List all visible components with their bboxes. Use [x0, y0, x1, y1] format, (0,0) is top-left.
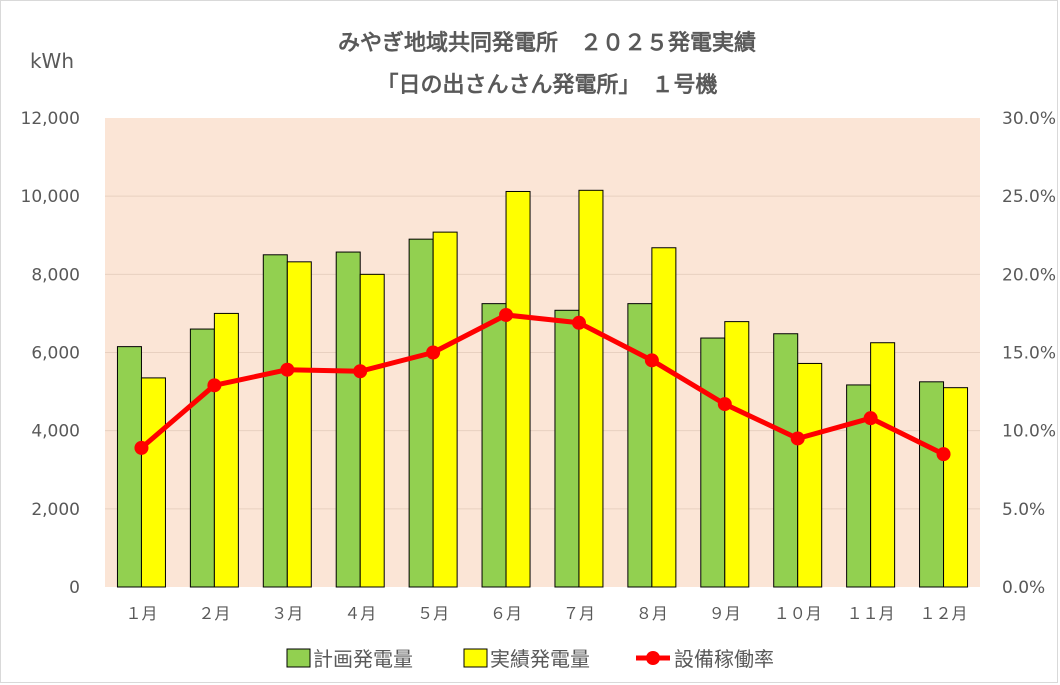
legend: 計画発電量 実績発電量 設備稼働率: [286, 647, 774, 671]
category-axis-labels: １月 ２月 ３月 ４月 ５月 ６月 ７月 ８月 ９月 １０月 １１月 １２月: [125, 604, 967, 623]
category-label: ２月: [198, 604, 230, 623]
y-tick-label: 4,000: [31, 422, 80, 442]
y-tick-label: 12,000: [21, 109, 80, 129]
bar-actual: [286, 261, 312, 588]
bar-planned: [262, 254, 288, 588]
category-label: １２月: [920, 604, 968, 623]
y2-tick-label: 5.0%: [1002, 500, 1045, 520]
category-label: １月: [125, 604, 157, 623]
utilization-point: [280, 362, 295, 377]
utilization-point: [134, 440, 149, 455]
legend-label-planned: 計画発電量: [313, 647, 413, 671]
utilization-point: [936, 447, 951, 462]
bar-series: [116, 189, 969, 588]
bar-actual: [432, 231, 458, 588]
bar-planned: [554, 309, 580, 588]
y-tick-label: 8,000: [31, 265, 80, 285]
y-tick-label: 0: [69, 578, 80, 598]
y2-tick-label: 25.0%: [1002, 187, 1056, 207]
category-label: ８月: [636, 604, 668, 623]
right-axis-ticks: 0.0% 5.0% 10.0% 15.0% 20.0% 25.0% 30.0%: [1002, 109, 1056, 598]
bar-actual: [943, 387, 969, 588]
bar-actual: [797, 362, 823, 588]
bar-actual: [505, 190, 531, 588]
utilization-point: [571, 315, 586, 330]
y2-tick-label: 20.0%: [1002, 265, 1056, 285]
legend-marker-utilization: [646, 651, 660, 665]
legend-item-utilization: 設備稼働率: [636, 647, 774, 671]
y-tick-label: 2,000: [31, 500, 80, 520]
bar-planned: [919, 381, 945, 588]
bar-actual: [651, 247, 677, 588]
category-label: １０月: [774, 604, 822, 623]
y2-tick-label: 30.0%: [1002, 109, 1056, 129]
legend-label-utilization: 設備稼働率: [674, 647, 774, 671]
bar-actual: [578, 189, 604, 588]
category-label: ６月: [490, 604, 522, 623]
y-axis-unit-label: kWh: [30, 49, 74, 73]
utilization-point: [353, 364, 368, 379]
y2-tick-label: 0.0%: [1002, 578, 1045, 598]
bar-actual: [359, 273, 385, 588]
bar-planned: [189, 328, 215, 588]
bar-actual: [870, 342, 896, 588]
bar-planned: [773, 333, 799, 588]
y2-tick-label: 10.0%: [1002, 422, 1056, 442]
line-series: [134, 307, 951, 462]
legend-swatch-planned: [286, 648, 311, 668]
bar-actual: [724, 321, 750, 588]
legend-label-actual: 実績発電量: [490, 647, 590, 671]
bar-planned: [116, 346, 142, 588]
bar-actual: [140, 377, 166, 588]
legend-swatch-actual: [463, 648, 488, 668]
utilization-point: [207, 378, 222, 393]
legend-item-actual: 実績発電量: [463, 647, 590, 671]
utilization-point: [717, 397, 732, 412]
chart-subtitle: 「日の出さんさん発電所」 １号機: [376, 73, 717, 98]
y-tick-label: 6,000: [31, 344, 80, 364]
utilization-point: [863, 411, 878, 426]
legend-item-planned: 計画発電量: [286, 647, 413, 671]
category-label: １１月: [847, 604, 895, 623]
bar-planned: [335, 251, 361, 588]
left-axis-ticks: 0 2,000 4,000 6,000 8,000 10,000 12,000: [21, 109, 80, 598]
category-label: ５月: [417, 604, 449, 623]
y-tick-label: 10,000: [21, 187, 80, 207]
utilization-line: [139, 312, 945, 457]
category-label: ９月: [709, 604, 741, 623]
bar-planned: [408, 238, 434, 588]
bar-actual: [213, 312, 239, 588]
bar-planned: [481, 303, 507, 588]
utilization-point: [426, 345, 441, 360]
category-label: ３月: [271, 604, 303, 623]
y2-tick-label: 15.0%: [1002, 344, 1056, 364]
utilization-point: [499, 307, 514, 322]
category-label: ４月: [344, 604, 376, 623]
utilization-point: [790, 431, 805, 446]
bar-planned: [627, 303, 653, 588]
bar-planned: [700, 337, 726, 588]
utilization-point: [644, 353, 659, 368]
chart-title: みやぎ地域共同発電所 ２０２５発電実績: [338, 30, 756, 56]
category-label: ７月: [563, 604, 595, 623]
